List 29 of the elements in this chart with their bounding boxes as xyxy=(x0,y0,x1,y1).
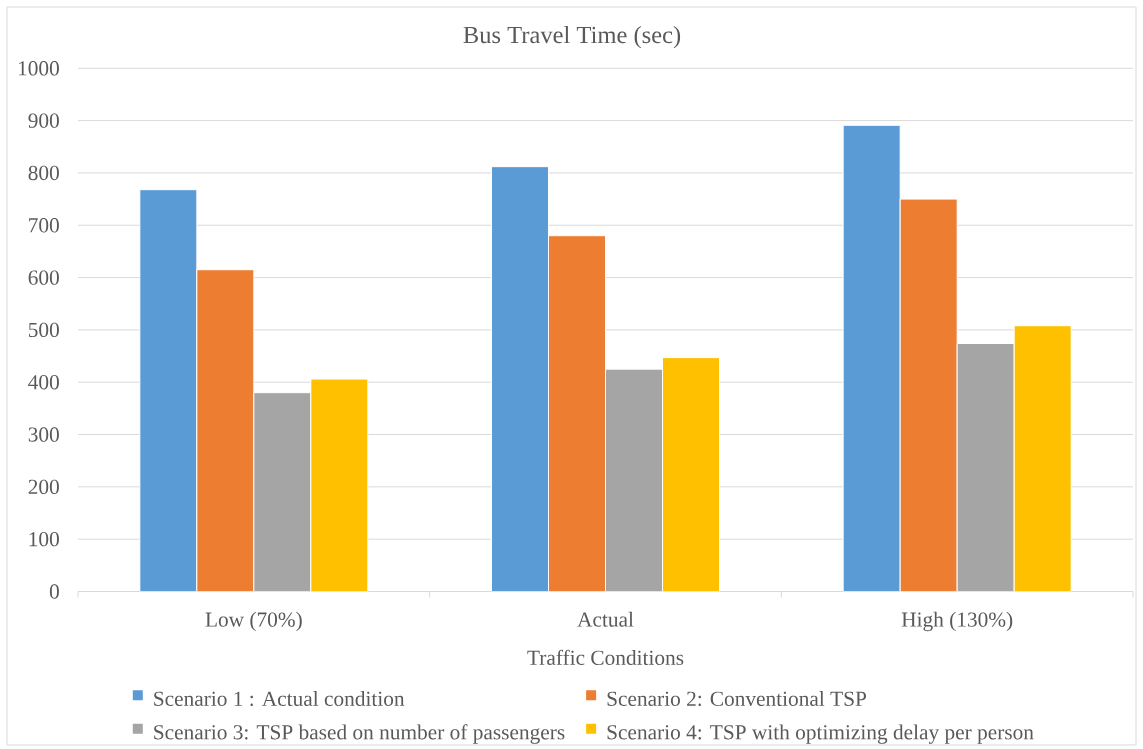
y-tick-label: 700 xyxy=(29,218,59,233)
bar xyxy=(662,357,720,592)
bar xyxy=(899,198,958,592)
y-tick-label: 800 xyxy=(28,165,59,181)
bar xyxy=(605,368,663,592)
y-tick-label: 500 xyxy=(28,322,59,338)
bar xyxy=(1013,325,1072,592)
chart-title: Bus Travel Time (sec) xyxy=(463,25,681,49)
bar xyxy=(196,269,255,592)
legend-label: Scenario 2: Conventional TSP xyxy=(607,690,867,707)
y-tick-label: 200 xyxy=(28,479,59,495)
y-tick-label: 300 xyxy=(28,427,59,442)
legend-label: Scenario 4: TSP with optimizing delay per person xyxy=(607,724,1034,744)
bar xyxy=(956,343,1015,592)
legend-label: Scenario 3: TSP based on number of passengers xyxy=(154,724,565,744)
y-tick-label: 400 xyxy=(28,375,59,390)
y-tick-label: 900 xyxy=(28,113,59,128)
x-tick-label: Low (70%) xyxy=(205,611,302,632)
y-tick-label: 1000 xyxy=(18,61,59,76)
y-tick-label: 100 xyxy=(29,531,59,547)
x-axis-title: Traffic Conditions xyxy=(527,649,684,665)
y-tick-label: 0 xyxy=(49,584,59,599)
bar xyxy=(548,235,606,592)
y-tick-label: 600 xyxy=(28,270,59,285)
bar xyxy=(253,392,312,592)
x-tick-label: Actual xyxy=(577,611,634,627)
x-tick-label: High (130%) xyxy=(901,611,1013,632)
bar xyxy=(310,378,369,592)
legend-label: Scenario 1 : Actual condition xyxy=(154,690,405,707)
